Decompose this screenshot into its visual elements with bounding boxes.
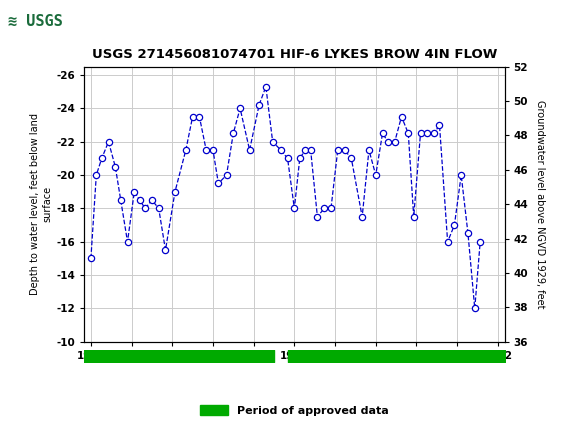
Y-axis label: Groundwater level above NGVD 1929, feet: Groundwater level above NGVD 1929, feet: [535, 100, 545, 308]
FancyBboxPatch shape: [5, 3, 89, 42]
Y-axis label: Depth to water level, feet below land
surface: Depth to water level, feet below land su…: [30, 113, 52, 295]
Text: ≋ USGS: ≋ USGS: [8, 14, 62, 29]
Title: USGS 271456081074701 HIF-6 LYKES BROW 4IN FLOW: USGS 271456081074701 HIF-6 LYKES BROW 4I…: [92, 48, 497, 61]
Legend: Period of approved data: Period of approved data: [195, 401, 393, 420]
